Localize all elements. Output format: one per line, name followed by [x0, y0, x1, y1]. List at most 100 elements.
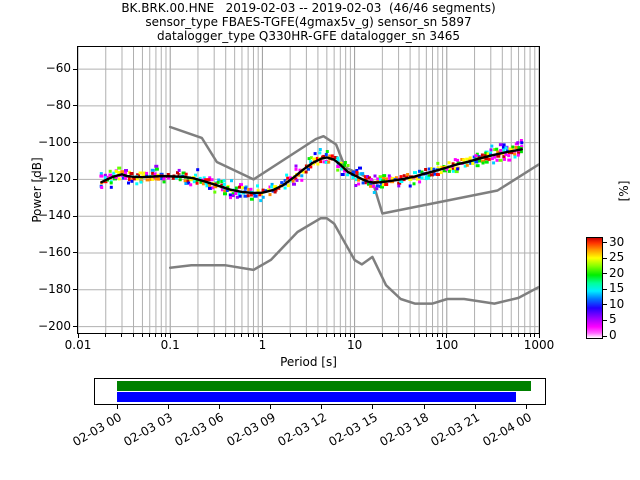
timeline-bar-psd-segments-coverage [117, 381, 532, 391]
psd-histogram-cell [285, 173, 289, 177]
psd-histogram-cell [135, 177, 139, 181]
psd-histogram-cell [399, 175, 403, 179]
psd-histogram-cell [381, 183, 385, 187]
y-axis-tick [73, 326, 77, 328]
psd-histogram-cell [328, 154, 332, 158]
psd-histogram-cell [103, 176, 107, 180]
psd-histogram-cell [309, 156, 313, 160]
psd-histogram-cell [462, 158, 466, 162]
psd-histogram-cell [307, 157, 311, 161]
x-axis-minor-tick [247, 334, 249, 337]
y-axis-tick [73, 178, 77, 180]
x-tick-label: 1 [258, 338, 267, 352]
timeline-tick [423, 405, 425, 409]
psd-histogram-cell [519, 150, 523, 154]
psd-histogram-cell [238, 194, 242, 198]
psd-histogram-cell [129, 172, 134, 175]
colorbar-tick-label: 10 [609, 296, 625, 311]
psd-histogram-cell [162, 180, 166, 184]
colorbar-tick-label: 20 [609, 265, 625, 280]
psd-histogram-cell [367, 182, 371, 186]
psd-histogram-cell [259, 199, 263, 203]
psd-histogram-cell [249, 197, 254, 201]
y-tick-label: −100 [38, 134, 71, 149]
psd-histogram-cell [292, 182, 296, 186]
x-axis-minor-tick [501, 334, 503, 337]
psd-histogram-cell [138, 171, 143, 175]
psd-histogram-cell [507, 154, 511, 158]
x-axis-tick [354, 334, 356, 338]
x-axis-minor-tick [349, 334, 351, 337]
psd-histogram-cell [406, 173, 410, 176]
psd-histogram-cell [514, 146, 518, 149]
psd-histogram-cell [268, 193, 272, 197]
psd-histogram-cell [520, 145, 524, 149]
psd-histogram-cell [364, 181, 368, 185]
x-axis-minor-tick [518, 334, 520, 337]
psd-histogram-cell [480, 153, 484, 157]
x-axis-minor-tick [241, 334, 243, 337]
plot-title-line-3: datalogger_type Q330HR-GFE datalogger_sn… [157, 29, 460, 43]
x-axis-minor-tick [289, 334, 291, 337]
psd-histogram-cell [369, 178, 373, 182]
psd-histogram-cell [187, 181, 191, 185]
psd-histogram-cell [267, 188, 271, 192]
psd-histogram-cell [174, 176, 178, 180]
psd-histogram-cell [139, 180, 143, 184]
psd-histogram-cell [346, 173, 350, 177]
psd-histogram-cell [243, 186, 247, 190]
psd-histogram-cell [135, 182, 139, 186]
psd-histogram-cell [177, 168, 181, 172]
psd-histogram-cell [492, 161, 496, 165]
x-axis-tick [261, 334, 263, 338]
y-tick-label: −120 [38, 171, 71, 186]
x-axis-minor-tick [418, 334, 420, 337]
psd-histogram-cell [369, 184, 374, 188]
psd-histogram-cell [300, 178, 304, 182]
x-axis-minor-tick [432, 334, 434, 337]
psd-histogram-cell [189, 183, 193, 187]
psd-histogram-cell [496, 154, 501, 158]
psd-histogram-cell [195, 181, 199, 185]
psd-histogram-cell [235, 195, 239, 199]
psd-histogram-cell [202, 176, 206, 180]
psd-histogram-cell [366, 175, 370, 178]
psd-histogram-cell [468, 156, 472, 160]
psd-histogram-cell [408, 177, 413, 181]
psd-histogram-cell [333, 156, 338, 159]
psd-histogram-cell [145, 178, 150, 182]
x-axis-tick [538, 334, 540, 338]
x-axis-minor-tick [333, 334, 335, 337]
psd-histogram-cell [117, 171, 121, 174]
x-tick-label: 0.01 [64, 338, 92, 352]
psd-histogram-cell [256, 184, 259, 188]
psd-histogram-cell [103, 180, 108, 184]
psd-histogram-cell [385, 177, 388, 181]
psd-histogram-cell [380, 185, 384, 189]
psd-histogram-cell [508, 147, 512, 151]
psd-histogram-cell [379, 181, 383, 185]
psd-histogram-cell [478, 159, 481, 163]
psd-histogram-cell [154, 167, 159, 171]
psd-histogram-cell [429, 173, 434, 177]
psd-histogram-cell [124, 171, 128, 175]
x-axis-minor-tick [234, 334, 236, 337]
timeline-tick [167, 405, 169, 409]
x-axis-minor-tick [381, 334, 383, 337]
y-axis-tick [73, 68, 77, 70]
psd-histogram-cell [319, 160, 323, 164]
psd-histogram-cell [222, 179, 226, 183]
x-axis-minor-tick [317, 334, 319, 337]
psd-histogram-cell [513, 155, 517, 159]
psd-histogram-cell [432, 167, 436, 171]
psd-histogram-cell [220, 188, 224, 192]
probability-band [99, 139, 524, 203]
psd-histogram-cell [427, 176, 431, 180]
psd-histogram-cell [99, 172, 103, 176]
psd-histogram-cell [204, 178, 209, 182]
x-axis-minor-tick [490, 334, 492, 337]
psd-histogram-cell [196, 168, 200, 172]
psd-histogram-cell [223, 192, 227, 196]
psd-histogram-cell [363, 175, 367, 179]
psd-histogram-cell [294, 167, 298, 171]
